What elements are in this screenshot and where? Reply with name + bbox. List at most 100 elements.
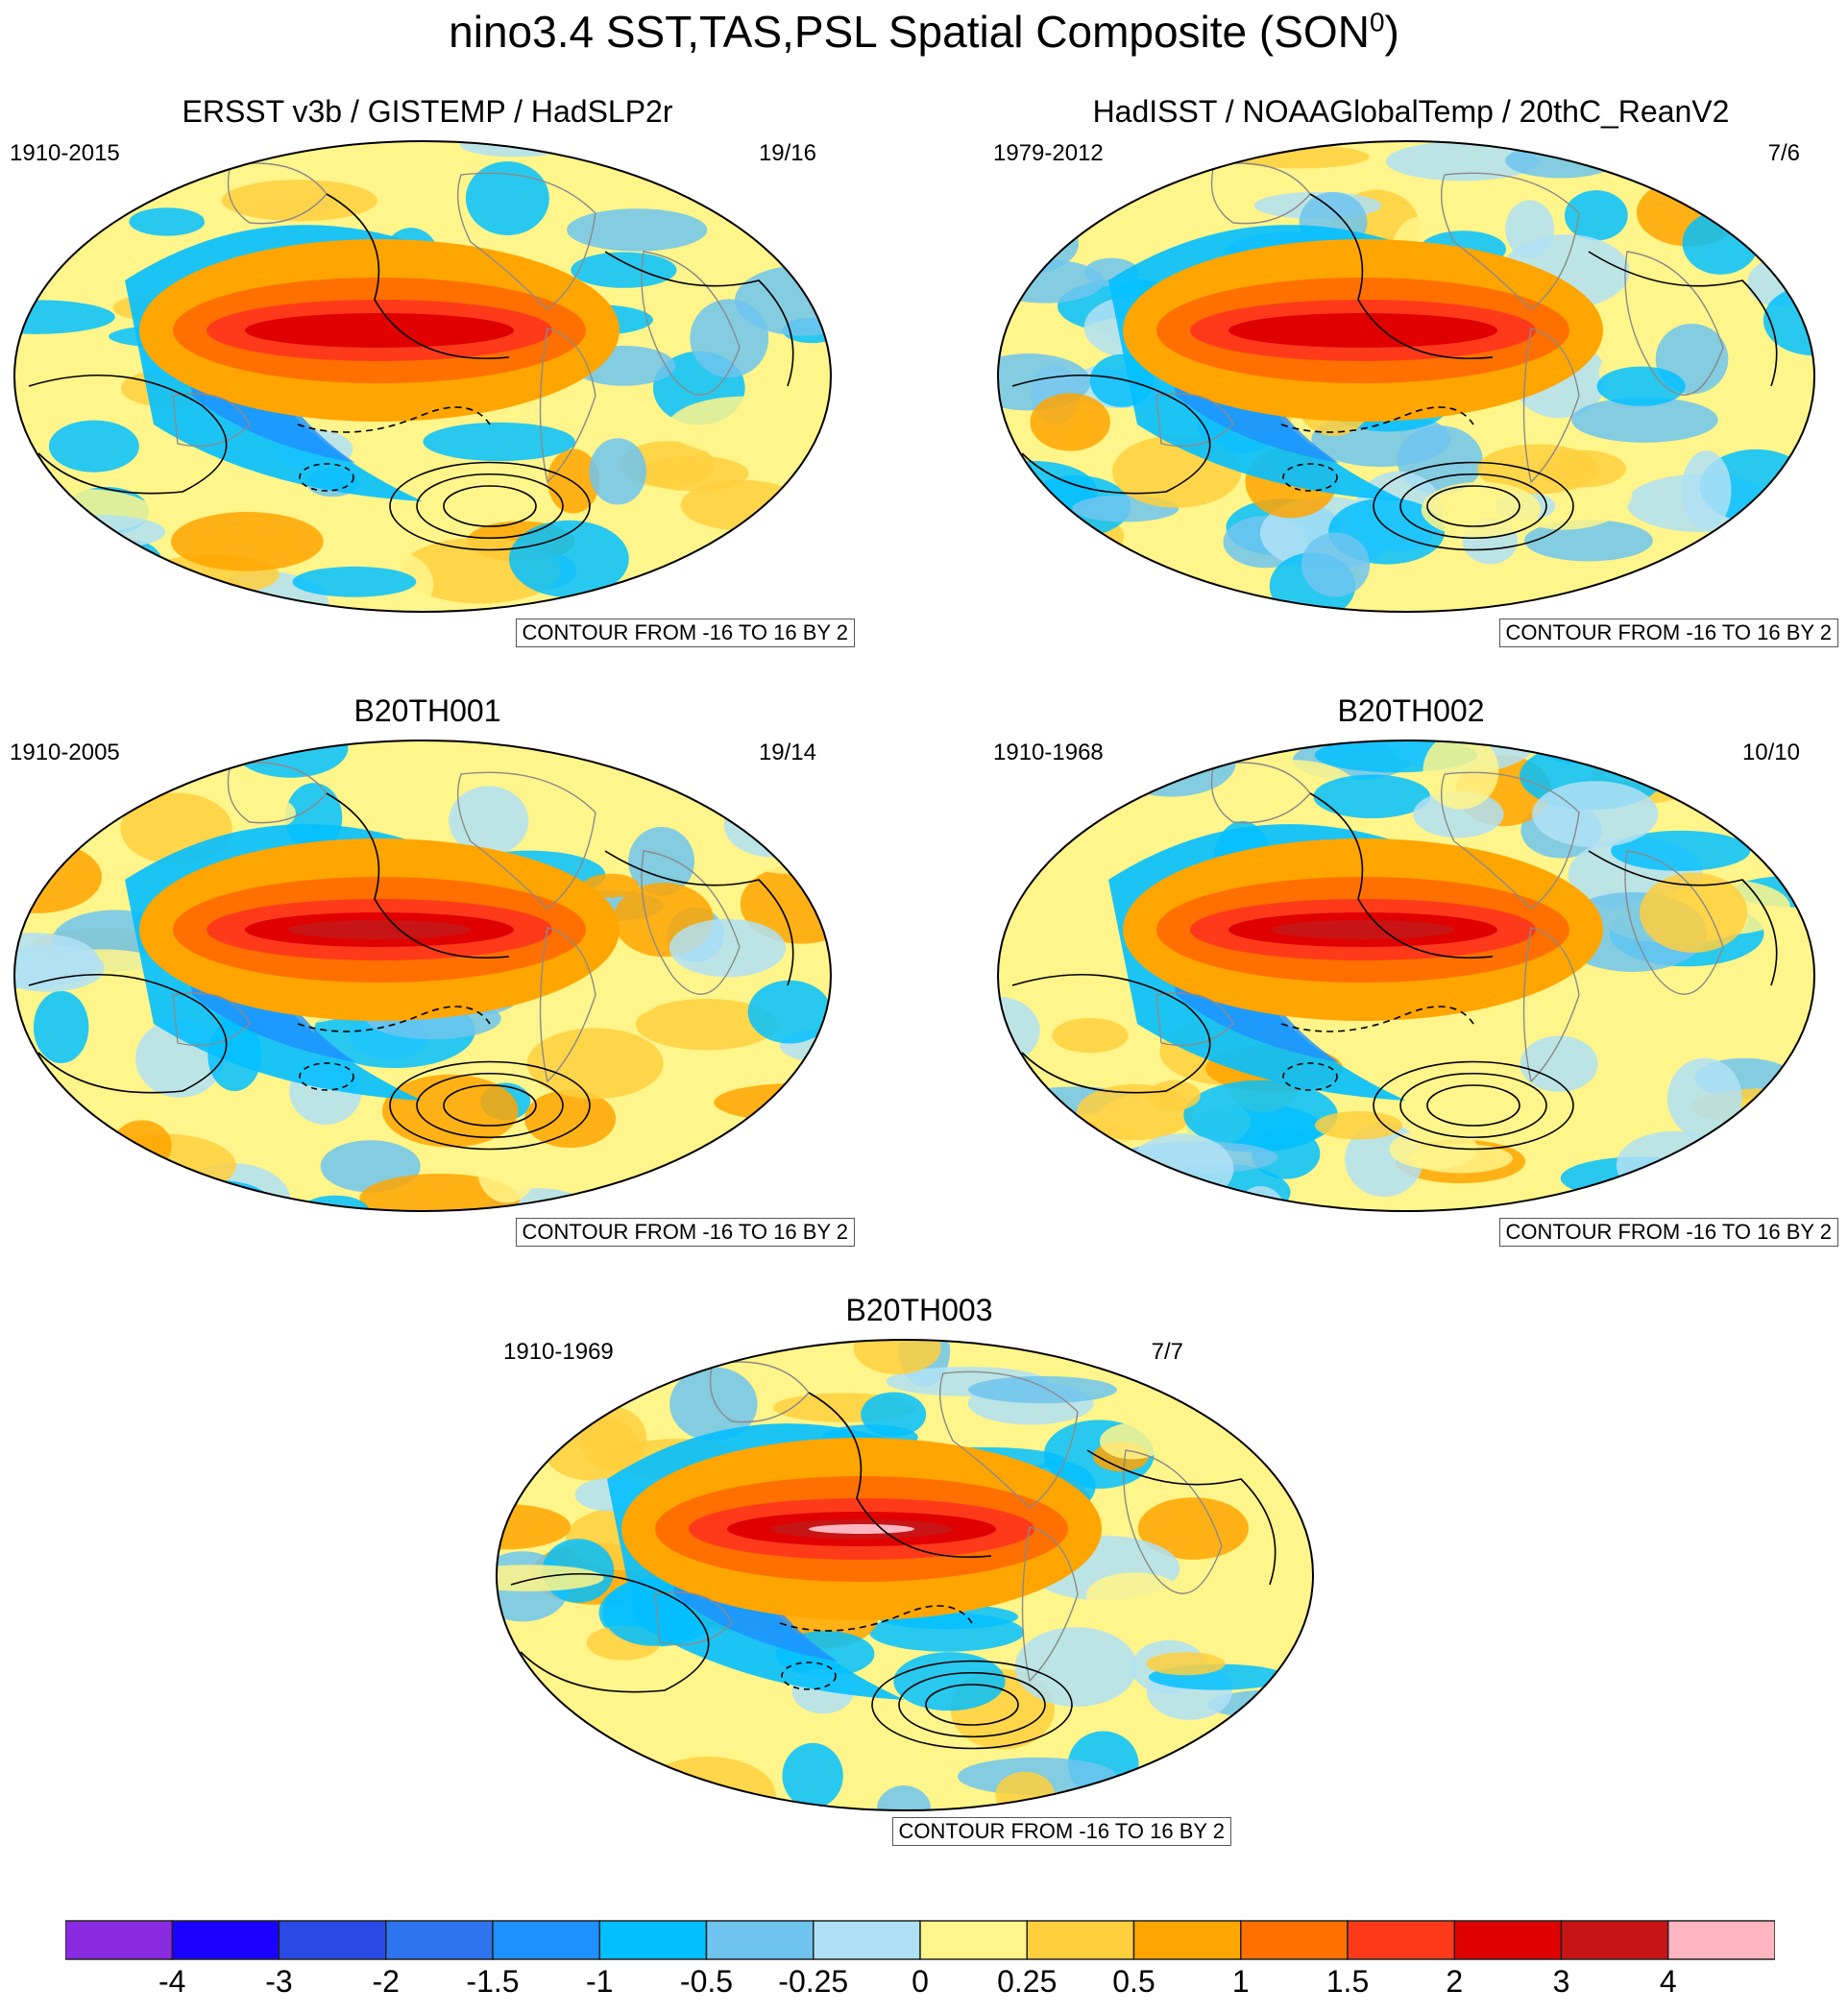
psl-contour: [1588, 251, 1778, 387]
enso-warm-tongue: [809, 1524, 914, 1534]
panel-title: B20TH003: [845, 1293, 993, 1327]
anomaly-blob: [381, 1074, 519, 1148]
psl-contour: [1011, 973, 1211, 1094]
anomaly-blob: [998, 161, 1131, 206]
anomaly-blob: [628, 826, 695, 896]
anomaly-blob: [1061, 751, 1128, 794]
count-label: 19/14: [758, 740, 816, 765]
colorbar-swatch: [278, 1920, 387, 1960]
contour-note: CONTOUR FROM -16 TO 16 BY 2: [1498, 1218, 1838, 1247]
psl-contour: [1588, 850, 1778, 986]
anomaly-blob: [735, 777, 825, 813]
anomaly-blob: [780, 220, 831, 278]
panel-title: ERSST v3b / GISTEMP / HadSLP2r: [182, 94, 673, 129]
continent-outline: [456, 172, 596, 310]
psl-contour: [416, 1072, 564, 1139]
anomaly-blob: [1314, 1110, 1402, 1140]
psl-contour: [1373, 461, 1574, 551]
anomaly-blob: [740, 864, 831, 944]
continent-outline: [1624, 251, 1724, 396]
anomaly-blob: [640, 455, 749, 492]
period-label: 1910-2005: [10, 740, 120, 765]
period-label: 1979-2012: [993, 140, 1104, 166]
anomaly-blob: [1030, 393, 1110, 451]
continent-outline: [709, 1361, 810, 1423]
anomaly-blob: [87, 740, 243, 767]
anomaly-blob: [782, 1742, 843, 1808]
anomaly-blob: [772, 1200, 831, 1211]
anomaly-blob: [1005, 581, 1149, 605]
anomaly-blob: [508, 520, 629, 597]
anomaly-blob: [1064, 560, 1123, 612]
psl-contour-negative: [297, 406, 491, 433]
anomaly-blob: [668, 396, 825, 456]
anomaly-blob: [690, 299, 769, 378]
psl-contour: [28, 374, 228, 495]
continent-outline: [227, 762, 328, 824]
colorbar-tick-label: 3: [1552, 1964, 1570, 1999]
anomaly-blob: [43, 570, 129, 598]
colorbar: [65, 1920, 1775, 1960]
continent-outline: [172, 393, 251, 448]
psl-contour: [1309, 193, 1494, 360]
anomaly-blob: [14, 1179, 47, 1211]
anomaly-blob: [734, 265, 831, 336]
colorbar-tick-label: 0.5: [1112, 1964, 1155, 1999]
anomaly-blob: [1026, 941, 1086, 977]
continent-outline: [227, 162, 328, 225]
panel-3: B20TH001 1910-2005 19/14 CONTOUR FROM -1…: [0, 693, 855, 1289]
anomaly-blob: [853, 1340, 941, 1374]
psl-contour: [1373, 1060, 1574, 1151]
anomaly-blob: [609, 1195, 740, 1211]
map-border: [13, 740, 832, 1212]
continent-outline: [1522, 927, 1580, 1083]
anomaly-blob: [1136, 740, 1220, 755]
anomaly-blob: [1611, 830, 1751, 871]
period-label: 1910-1969: [503, 1339, 614, 1365]
colorbar-swatch: [813, 1920, 921, 1960]
anomaly-field: [14, 740, 831, 1211]
anomaly-blob: [861, 1392, 927, 1437]
anomaly-blob: [1505, 200, 1555, 258]
psl-contour: [808, 1392, 992, 1559]
colorbar-swatch: [1026, 1920, 1135, 1960]
colorbar-tick-label: -1.5: [466, 1964, 520, 1999]
anomaly-blob: [1620, 265, 1738, 332]
anomaly-blob: [221, 180, 377, 222]
anomaly-blob: [1243, 1610, 1307, 1645]
colorbar-swatch: [598, 1920, 708, 1960]
continent-outline: [539, 927, 596, 1083]
anomaly-blob: [617, 1192, 710, 1211]
colorbar-tick-label: -2: [372, 1964, 400, 1999]
anomaly-blob: [1531, 981, 1593, 1031]
colorbar-swatch: [171, 1920, 280, 1960]
psl-contour-negative: [299, 1062, 354, 1091]
anomaly-blob: [1196, 1358, 1313, 1396]
period-label: 1910-1968: [993, 740, 1104, 765]
anomaly-blob: [653, 141, 749, 192]
enso-warm-tongue: [288, 920, 471, 939]
anomaly-blob: [1681, 450, 1732, 530]
anomaly-blob: [1505, 143, 1617, 179]
colorbar-tick-label: -3: [265, 1964, 293, 1999]
psl-contour: [604, 251, 794, 387]
psl-contour: [510, 1572, 710, 1693]
colorbar-swatch: [705, 1920, 815, 1960]
anomaly-blob: [1596, 366, 1686, 406]
anomaly-blob: [543, 1340, 619, 1370]
anomaly-blob: [567, 208, 708, 252]
anomaly-blob: [1313, 774, 1431, 819]
psl-contour: [871, 1660, 1073, 1750]
colorbar-swatch: [1132, 1920, 1242, 1960]
psl-contour-negative: [1280, 406, 1474, 433]
anomaly-field: [998, 141, 1814, 612]
anomaly-blob: [506, 1364, 571, 1439]
colorbar-swatch: [65, 1920, 173, 1960]
anomaly-blob: [363, 523, 416, 552]
anomaly-blob: [1616, 1130, 1732, 1200]
anomaly-blob: [1085, 1572, 1184, 1618]
anomaly-blob: [723, 793, 822, 858]
anomaly-blob: [1146, 1652, 1226, 1676]
enso-warm-tongue: [245, 313, 514, 348]
colorbar-tick-label: 2: [1446, 1964, 1464, 1999]
